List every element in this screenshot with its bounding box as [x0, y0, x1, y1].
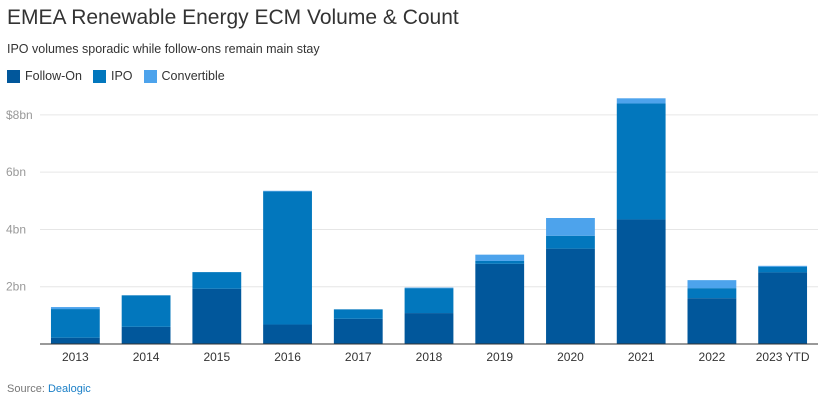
legend-label-ipo: IPO — [110, 69, 133, 83]
bar-ipo-2013 — [50, 309, 100, 338]
bar-convertible-2018 — [404, 287, 454, 289]
bar-ipo-2018 — [404, 288, 454, 314]
x-tick-label-2021: 2021 — [628, 350, 655, 364]
bar-ipo-2015 — [192, 272, 242, 289]
bar-follow-on-2014 — [121, 326, 171, 344]
legend-swatch-convertible — [143, 69, 157, 83]
bar-convertible-2021 — [616, 98, 666, 104]
bar-follow-on-2016 — [263, 324, 312, 344]
x-tick-label-2015: 2015 — [203, 350, 230, 364]
bar-ipo-2022 — [687, 288, 737, 299]
bar-convertible-2013 — [50, 307, 100, 310]
bar-follow-on-2021 — [616, 219, 666, 344]
bar-follow-on-2015 — [192, 288, 242, 344]
legend-item-ipo[interactable]: IPO — [92, 69, 133, 83]
bar-follow-on-2019 — [475, 263, 525, 344]
y-tick-label-2: 2bn — [6, 280, 26, 294]
x-tick-label-2020: 2020 — [557, 350, 584, 364]
x-tick-label-2016: 2016 — [274, 350, 301, 364]
chart-title: EMEA Renewable Energy ECM Volume & Count — [7, 6, 459, 29]
legend: Follow-On IPO Convertible — [7, 69, 236, 83]
bar-follow-on-2020 — [546, 248, 595, 344]
source-note: Source: Dealogic — [7, 383, 91, 395]
x-tick-label-2018: 2018 — [416, 350, 443, 364]
bar-follow-on-2017 — [333, 318, 383, 344]
bar-follow-on-2018 — [404, 313, 454, 344]
legend-swatch-follow-on — [7, 69, 20, 83]
bar-ipo-2019 — [475, 260, 525, 264]
x-tick-label-2014: 2014 — [133, 350, 160, 364]
bar-ipo-2021 — [616, 103, 666, 220]
x-tick-label-2017: 2017 — [345, 350, 372, 364]
bar-ipo-2014 — [121, 295, 171, 327]
bar-ipo-2016 — [263, 191, 312, 325]
legend-swatch-ipo — [92, 69, 106, 83]
legend-item-convertible[interactable]: Convertible — [143, 69, 225, 83]
bar-follow-on-2023-ytd — [758, 272, 808, 344]
bar-ipo-2023-ytd — [758, 266, 808, 273]
legend-item-follow-on[interactable]: Follow-On — [7, 69, 82, 83]
x-tick-label-2022: 2022 — [699, 350, 726, 364]
y-tick-label-8: $8bn — [6, 108, 33, 122]
x-tick-label-2019: 2019 — [486, 350, 513, 364]
legend-label-convertible: Convertible — [161, 69, 225, 83]
x-tick-label-2013: 2013 — [62, 350, 89, 364]
bar-follow-on-2013 — [50, 337, 100, 344]
bar-ipo-2020 — [546, 235, 595, 249]
bar-follow-on-2022 — [687, 298, 737, 344]
source-link[interactable]: Dealogic — [47, 383, 91, 395]
y-tick-label-6: 6bn — [6, 165, 26, 179]
bar-convertible-2016 — [263, 190, 312, 192]
source-label: Source: — [7, 383, 45, 395]
bar-ipo-2017 — [333, 309, 383, 319]
legend-label-follow-on: Follow-On — [25, 69, 82, 83]
bar-convertible-2023-ytd — [758, 265, 808, 267]
chart-subtitle: IPO volumes sporadic while follow-ons re… — [7, 42, 320, 56]
bar-convertible-2022 — [687, 280, 737, 289]
bar-convertible-2020 — [546, 218, 595, 236]
y-tick-label-4: 4bn — [6, 222, 26, 236]
bar-convertible-2019 — [475, 254, 525, 261]
x-tick-label-2023-ytd: 2023 YTD — [756, 350, 810, 364]
